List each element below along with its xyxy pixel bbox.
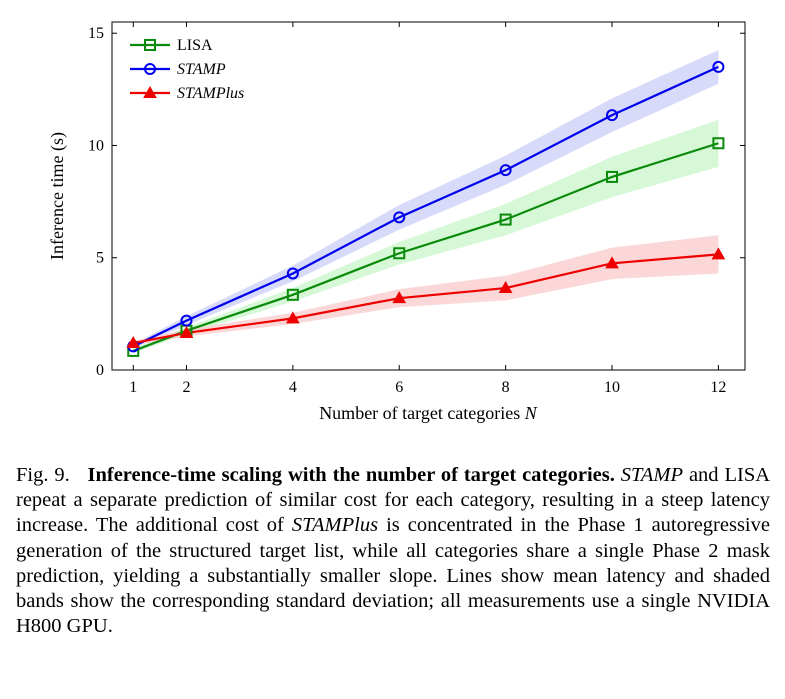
data-point-stamplus bbox=[605, 256, 619, 269]
data-point-stamplus bbox=[179, 325, 194, 338]
y-tick-label: 15 bbox=[88, 25, 104, 42]
data-point-stamp bbox=[499, 164, 512, 177]
caption-fig-label: Fig. 9. bbox=[16, 464, 70, 486]
caption-title: Inference-time scaling with the number o… bbox=[87, 464, 615, 486]
caption-stamp: STAMP bbox=[620, 464, 684, 486]
y-axis-label: Inference time (s) bbox=[47, 132, 68, 260]
x-tick-label: 10 bbox=[604, 379, 620, 396]
legend: LISA STAMP STAMPlus bbox=[130, 37, 244, 102]
legend-label-lisa: LISA bbox=[177, 37, 213, 54]
legend-marker-lisa bbox=[144, 39, 156, 51]
figure-caption: Fig. 9. Inference-time scaling with the … bbox=[16, 463, 770, 639]
std-band-stamplus bbox=[133, 235, 719, 346]
plot-frame bbox=[111, 21, 746, 371]
data-point-stamp bbox=[180, 314, 193, 327]
legend-marker-stamp bbox=[144, 63, 156, 75]
x-tick-label: 1 bbox=[129, 379, 137, 396]
caption-stamplus: STAMPlus bbox=[291, 514, 379, 537]
x-tick-label: 4 bbox=[289, 379, 297, 396]
data-point-lisa bbox=[393, 247, 406, 260]
data-point-stamp bbox=[712, 60, 725, 73]
data-point-stamplus bbox=[126, 336, 141, 349]
data-point-stamplus bbox=[711, 247, 726, 260]
y-tick-label: 0 bbox=[96, 362, 104, 379]
x-tick-label: 6 bbox=[395, 379, 403, 396]
x-axis-label: Number of target categories N bbox=[319, 403, 538, 423]
legend-label-stamplus: STAMPlus bbox=[177, 85, 244, 102]
data-point-stamplus bbox=[392, 291, 407, 304]
legend-label-stamp: STAMP bbox=[177, 61, 226, 78]
std-band-stamp bbox=[133, 50, 719, 349]
x-tick-label: 12 bbox=[710, 379, 726, 396]
data-point-stamp bbox=[606, 109, 619, 122]
x-tick-label: 8 bbox=[502, 379, 510, 396]
y-tick-label: 10 bbox=[88, 137, 104, 154]
data-point-lisa bbox=[712, 137, 725, 150]
x-tick-label: 2 bbox=[182, 379, 190, 396]
series-line-stamp bbox=[132, 65, 719, 348]
data-point-stamp bbox=[393, 211, 406, 224]
data-point-lisa bbox=[286, 288, 299, 301]
std-band-lisa bbox=[133, 119, 719, 354]
legend-marker-stamplus bbox=[143, 85, 157, 98]
data-point-lisa bbox=[499, 213, 512, 226]
data-point-lisa bbox=[606, 170, 619, 183]
std-bands bbox=[133, 50, 719, 354]
data-point-stamplus bbox=[285, 311, 300, 324]
caption-text-2: is concentrated in the Phase 1 autoregre… bbox=[16, 514, 770, 638]
data-point-stamplus bbox=[498, 281, 513, 294]
data-point-stamp bbox=[286, 267, 299, 280]
y-tick-label: 5 bbox=[96, 250, 104, 267]
caption-text-1: and LISA repeat a separate prediction of… bbox=[16, 464, 771, 537]
series-markers bbox=[126, 60, 726, 357]
